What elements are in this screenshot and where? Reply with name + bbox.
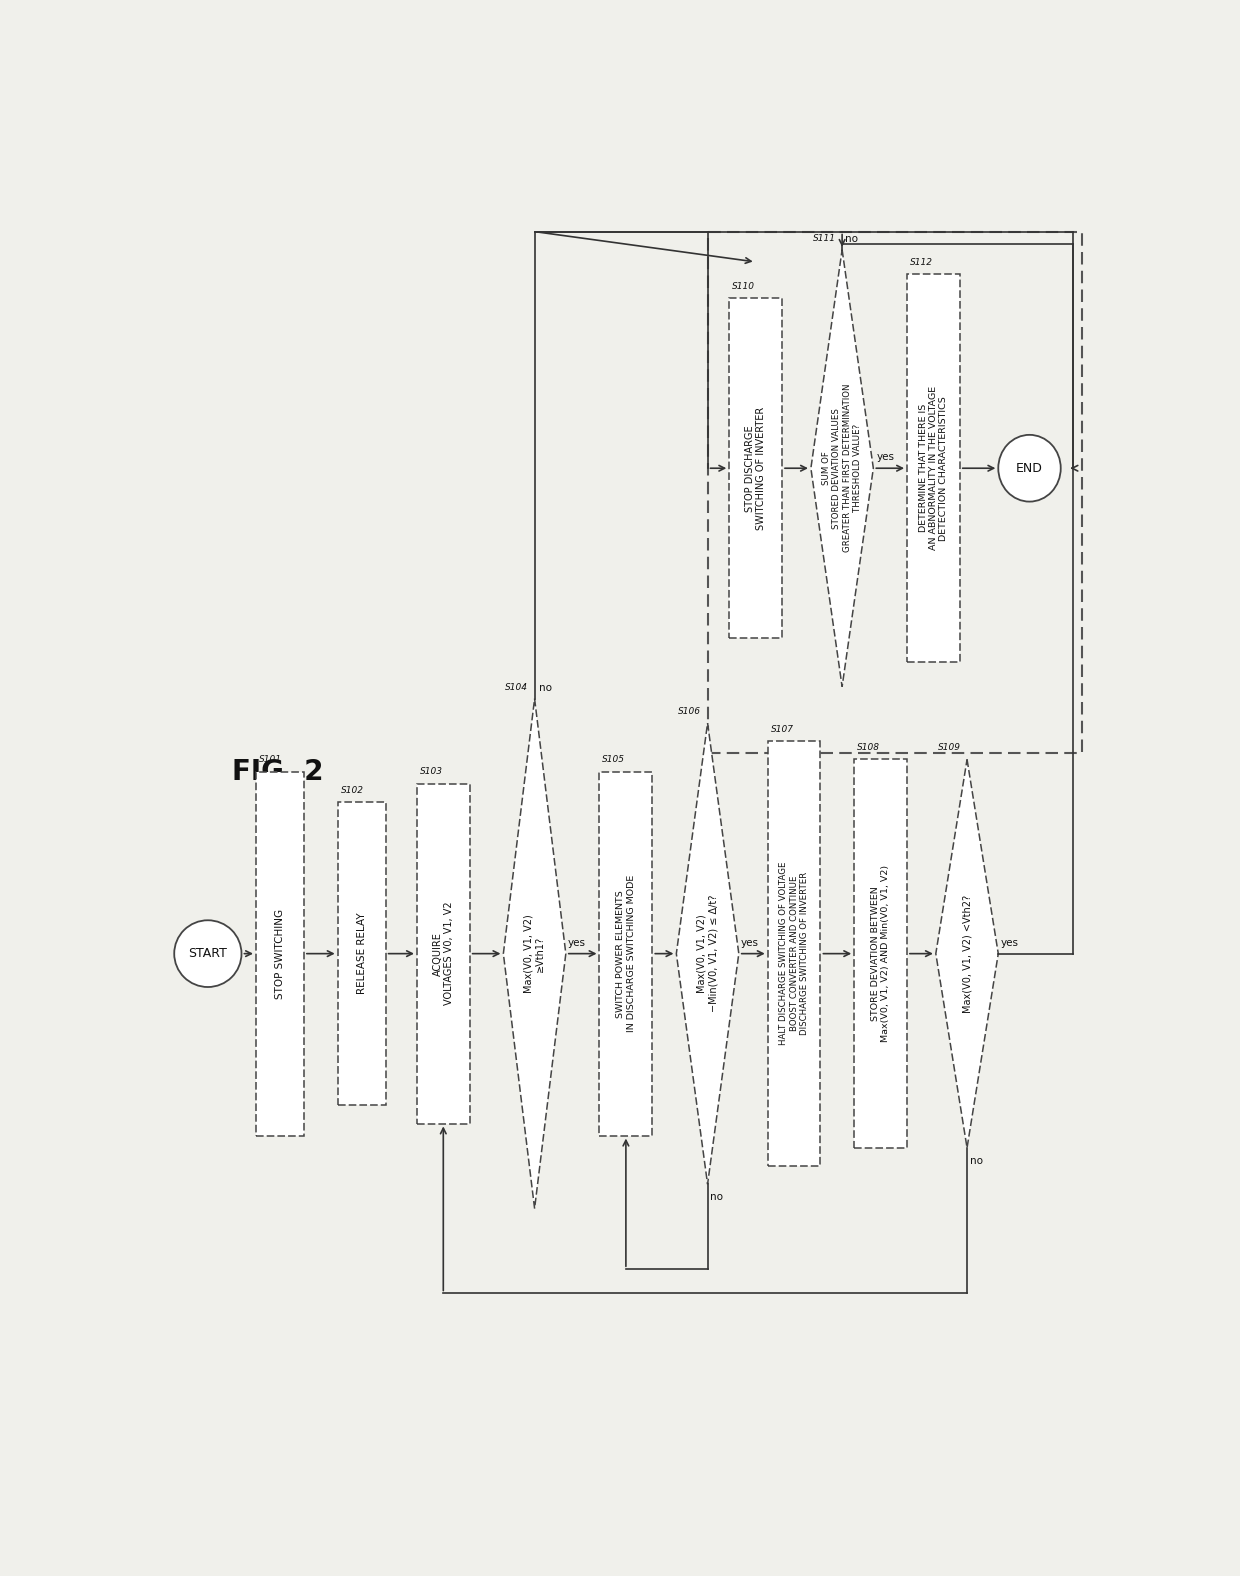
Ellipse shape (998, 435, 1060, 501)
Ellipse shape (174, 920, 242, 987)
Text: S112: S112 (910, 258, 932, 266)
Text: no: no (539, 682, 552, 693)
Text: S106: S106 (678, 706, 702, 716)
Bar (417, 783, 470, 1124)
Text: S102: S102 (341, 786, 363, 794)
Text: S108: S108 (857, 744, 880, 752)
Text: yes: yes (740, 938, 759, 947)
Polygon shape (676, 723, 739, 1184)
Text: ACQUIRE
VOLTAGES V0, V1, V2: ACQUIRE VOLTAGES V0, V1, V2 (433, 901, 454, 1005)
Text: Max(V0, V1, V2)
≥Vth1?: Max(V0, V1, V2) ≥Vth1? (523, 914, 546, 993)
Text: HALT DISCHARGE SWITCHING OF VOLTAGE
BOOST CONVERTER AND CONTINUE
DISCHARGE SWITC: HALT DISCHARGE SWITCHING OF VOLTAGE BOOS… (779, 862, 808, 1045)
Bar (906, 274, 960, 662)
Text: S105: S105 (603, 755, 625, 764)
Bar (599, 772, 652, 1136)
Text: S103: S103 (420, 768, 443, 777)
Bar (768, 741, 821, 1166)
Text: yes: yes (1001, 938, 1019, 947)
Text: S107: S107 (770, 725, 794, 734)
Text: yes: yes (877, 452, 894, 462)
Text: S111: S111 (812, 233, 836, 243)
Text: END: END (1016, 462, 1043, 474)
Text: START: START (188, 947, 227, 960)
Text: no: no (711, 1193, 723, 1202)
Bar (255, 772, 304, 1136)
Text: S110: S110 (732, 282, 755, 292)
Text: Max(V0, V1, V2) <Vth2?: Max(V0, V1, V2) <Vth2? (962, 895, 972, 1013)
Text: S109: S109 (937, 744, 961, 752)
Bar (337, 802, 386, 1105)
Text: DETERMINE THAT THERE IS
AN ABNORMALITY IN THE VOLTAGE
DETECTION CHARACTERISTICS: DETERMINE THAT THERE IS AN ABNORMALITY I… (919, 386, 949, 550)
Text: RELEASE RELAY: RELEASE RELAY (357, 913, 367, 994)
Text: STOP SWITCHING: STOP SWITCHING (275, 909, 285, 999)
Text: S101: S101 (259, 755, 281, 764)
Text: SWITCH POWER ELEMENTS
IN DISCHARGE SWITCHING MODE: SWITCH POWER ELEMENTS IN DISCHARGE SWITC… (616, 875, 636, 1032)
Text: Max(V0, V1, V2)
−Min(V0, V1, V2) ≤ Δ/t?: Max(V0, V1, V2) −Min(V0, V1, V2) ≤ Δ/t? (697, 895, 718, 1012)
Text: no: no (970, 1157, 983, 1166)
Text: STOP DISCHARGE
SWITCHING OF INVERTER: STOP DISCHARGE SWITCHING OF INVERTER (745, 407, 766, 530)
Polygon shape (503, 698, 565, 1209)
Text: no: no (844, 233, 858, 244)
Bar (708, 232, 1083, 753)
Text: FIG. 2: FIG. 2 (232, 758, 324, 785)
Text: S104: S104 (505, 682, 528, 692)
Bar (854, 760, 906, 1147)
Text: SUM OF
STORED DEVIATION VALUES
GREATER THAN FIRST DETERMINATION
THRESHOLD VALUE?: SUM OF STORED DEVIATION VALUES GREATER T… (822, 385, 862, 553)
Text: STORE DEVIATION BETWEEN
Max(V0, V1, V2) AND Min(V0, V1, V2): STORE DEVIATION BETWEEN Max(V0, V1, V2) … (870, 865, 890, 1042)
Bar (729, 298, 782, 638)
Polygon shape (811, 251, 873, 687)
Polygon shape (936, 760, 998, 1147)
Text: yes: yes (568, 938, 585, 947)
